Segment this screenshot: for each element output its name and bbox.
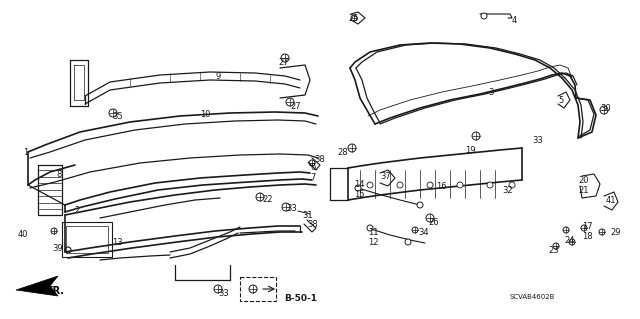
Text: 24: 24 bbox=[564, 236, 575, 245]
Text: 10: 10 bbox=[200, 110, 211, 119]
Circle shape bbox=[355, 185, 361, 191]
Text: SCVAB4602B: SCVAB4602B bbox=[510, 294, 556, 300]
Text: B-50-1: B-50-1 bbox=[284, 294, 317, 303]
Circle shape bbox=[487, 182, 493, 188]
Text: 38: 38 bbox=[314, 155, 324, 164]
Text: 23: 23 bbox=[548, 246, 559, 255]
Circle shape bbox=[367, 182, 373, 188]
Circle shape bbox=[397, 182, 403, 188]
Text: 15: 15 bbox=[354, 190, 365, 199]
Text: 14: 14 bbox=[354, 180, 365, 189]
Text: 7: 7 bbox=[310, 173, 316, 182]
Text: 6: 6 bbox=[310, 163, 316, 172]
Bar bbox=[240, 277, 276, 301]
Text: 4: 4 bbox=[512, 16, 517, 25]
Text: 13: 13 bbox=[112, 238, 123, 247]
Text: 9: 9 bbox=[215, 72, 220, 81]
Text: 3: 3 bbox=[488, 88, 493, 97]
Circle shape bbox=[509, 182, 515, 188]
Text: 33: 33 bbox=[218, 289, 228, 298]
Circle shape bbox=[405, 239, 411, 245]
Text: 28: 28 bbox=[337, 148, 348, 157]
Text: 34: 34 bbox=[418, 228, 429, 237]
Text: FR.: FR. bbox=[46, 286, 64, 296]
Text: 31: 31 bbox=[302, 211, 312, 220]
Text: 1: 1 bbox=[23, 148, 28, 157]
Text: 27: 27 bbox=[290, 102, 301, 111]
Circle shape bbox=[427, 182, 433, 188]
Text: 37: 37 bbox=[380, 172, 391, 181]
Circle shape bbox=[457, 182, 463, 188]
Text: 20: 20 bbox=[578, 176, 589, 185]
Text: 19: 19 bbox=[465, 146, 476, 155]
Text: 27: 27 bbox=[278, 58, 289, 67]
Circle shape bbox=[367, 225, 373, 231]
Text: 41: 41 bbox=[606, 196, 616, 205]
Text: 30: 30 bbox=[600, 104, 611, 113]
Text: 5: 5 bbox=[558, 96, 563, 105]
Text: 38: 38 bbox=[307, 220, 317, 229]
Bar bbox=[66, 226, 108, 253]
Text: 26: 26 bbox=[428, 218, 438, 227]
Circle shape bbox=[481, 13, 487, 19]
Text: 33: 33 bbox=[286, 204, 297, 213]
Polygon shape bbox=[16, 276, 58, 296]
Bar bbox=[62, 222, 112, 257]
Circle shape bbox=[417, 202, 423, 208]
Text: 8: 8 bbox=[56, 170, 62, 179]
Text: 22: 22 bbox=[262, 195, 273, 204]
Text: 17: 17 bbox=[582, 222, 593, 231]
Text: 40: 40 bbox=[17, 230, 28, 239]
Text: 12: 12 bbox=[368, 238, 378, 247]
Text: 2: 2 bbox=[75, 206, 80, 215]
Text: 35: 35 bbox=[112, 112, 123, 121]
Text: 39: 39 bbox=[52, 244, 63, 253]
Text: 33: 33 bbox=[532, 136, 543, 145]
Text: 16: 16 bbox=[436, 182, 447, 191]
Text: 25: 25 bbox=[348, 14, 358, 23]
Text: 18: 18 bbox=[582, 232, 593, 241]
Text: 32: 32 bbox=[502, 186, 513, 195]
Text: 29: 29 bbox=[610, 228, 621, 237]
Text: 11: 11 bbox=[368, 228, 378, 237]
Text: 21: 21 bbox=[578, 186, 589, 195]
